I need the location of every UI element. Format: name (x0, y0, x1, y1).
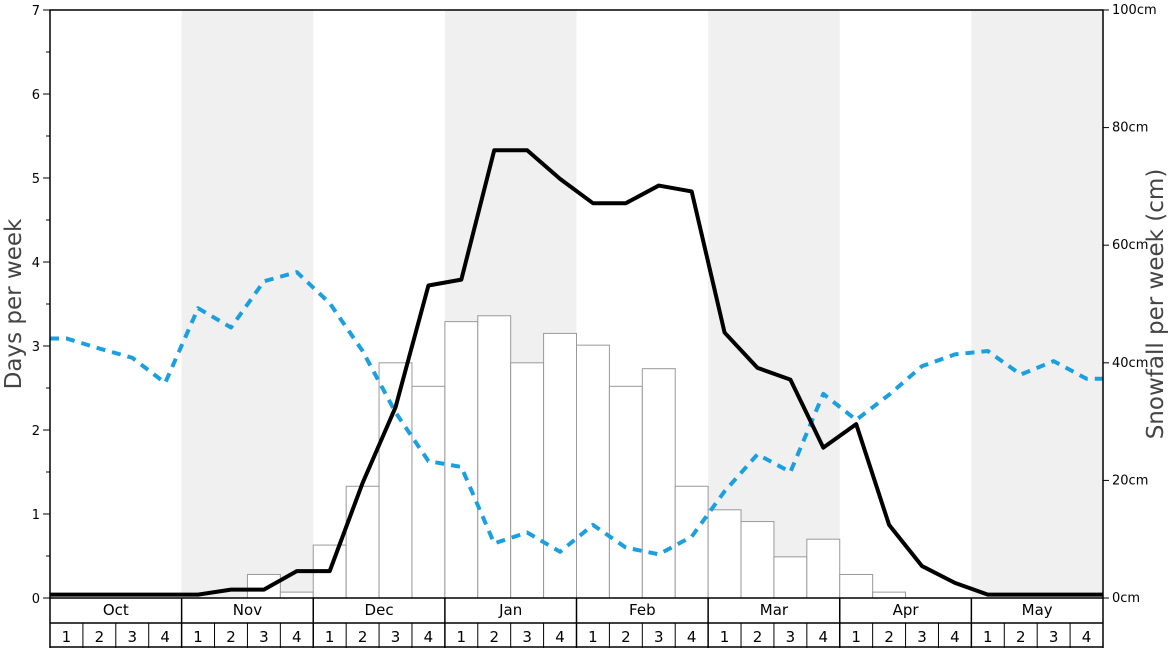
week-label: 2 (621, 628, 631, 646)
week-label: 2 (95, 628, 105, 646)
y2-tick-label: 20cm (1112, 473, 1148, 488)
y-tick-label: 4 (32, 256, 40, 271)
y-tick-label: 1 (32, 508, 40, 523)
month-label-oct: Oct (103, 601, 129, 619)
week-label: 4 (555, 628, 565, 646)
week-label: 1 (720, 628, 730, 646)
week-label: 3 (127, 628, 137, 646)
week-label: 2 (884, 628, 894, 646)
snowfall-bars (246, 315, 907, 599)
y-tick-label: 6 (32, 88, 40, 103)
snowfall-bar (444, 321, 479, 599)
snowfall-bar (641, 368, 676, 599)
y2-tick-label: 60cm (1112, 238, 1148, 253)
snowfall-bar (279, 591, 314, 599)
week-label: 2 (753, 628, 763, 646)
right-axis: 0cm 20cm 40cm 60cm 80cm 100cm (1103, 3, 1157, 606)
month-label-mar: Mar (760, 601, 789, 619)
week-label: 3 (259, 628, 269, 646)
snowfall-bar (345, 485, 380, 599)
week-label: 4 (819, 628, 829, 646)
snowfall-bar (543, 332, 577, 599)
week-label: 4 (160, 628, 170, 646)
week-label: 2 (1016, 628, 1026, 646)
snowfall-bar (773, 556, 808, 599)
week-label: 1 (983, 628, 993, 646)
week-label: 3 (391, 628, 401, 646)
month-label-jan: Jan (498, 601, 522, 619)
month-label-nov: Nov (233, 601, 262, 619)
week-label: 3 (786, 628, 796, 646)
week-label: 2 (358, 628, 368, 646)
month-band-mar (708, 10, 840, 598)
week-label: 1 (325, 628, 335, 646)
week-label: 4 (950, 628, 960, 646)
week-label: 3 (917, 628, 927, 646)
dashed-series-line (50, 270, 1103, 557)
month-band-may (971, 10, 1103, 598)
snowfall-bar (806, 538, 841, 599)
y-tick-label: 3 (32, 340, 40, 355)
snowfall-bar (872, 591, 907, 599)
week-label: 1 (851, 628, 861, 646)
y-tick-label: 7 (32, 4, 40, 19)
week-label: 1 (588, 628, 598, 646)
snowfall-bar (839, 573, 874, 599)
week-label: 1 (193, 628, 203, 646)
month-label-feb: Feb (629, 601, 656, 619)
y2-tick-label: 40cm (1112, 356, 1148, 371)
y2-tick-label: 0cm (1112, 591, 1140, 606)
snowfall-bar (246, 573, 281, 599)
y2-tick-label: 80cm (1112, 121, 1148, 136)
week-label: 4 (424, 628, 434, 646)
x-axis: Oct 1 2 3 4 Nov 1 2 3 4 Dec 1 2 3 4 Jan 1 2 3 4 Feb 1 2 3 4 Mar 1 2… (49, 598, 1104, 648)
month-label-apr: Apr (893, 601, 920, 619)
solid-series-line (50, 148, 1103, 597)
snowfall-bar (510, 362, 545, 599)
week-label: 1 (62, 628, 72, 646)
month-bands (181, 10, 1103, 598)
month-label-may: May (1022, 601, 1053, 619)
lines (50, 148, 1103, 597)
left-axis: 0 1 2 3 4 5 6 7 (32, 4, 50, 607)
week-label: 2 (489, 628, 499, 646)
snowfall-bar (411, 385, 446, 599)
week-label: 4 (687, 628, 697, 646)
month-label-dec: Dec (365, 601, 394, 619)
week-label: 3 (654, 628, 664, 646)
snowfall-bar (740, 521, 775, 599)
week-label: 2 (226, 628, 236, 646)
snowfall-bar (608, 385, 643, 599)
snowfall-bar (707, 509, 742, 599)
snowfall-bar (378, 362, 413, 599)
snowfall-bar (477, 315, 512, 599)
week-label: 4 (292, 628, 302, 646)
y2-tick-label: 100cm (1112, 3, 1157, 18)
y-tick-label: 5 (32, 172, 40, 187)
y-tick-label: 0 (32, 592, 40, 607)
week-label: 3 (522, 628, 532, 646)
snowfall-bar (576, 344, 610, 599)
week-label: 1 (457, 628, 467, 646)
week-label: 3 (1049, 628, 1059, 646)
y-tick-label: 2 (32, 424, 40, 439)
week-label: 4 (1082, 628, 1092, 646)
y2-axis-title: Snowfall per week (cm) (1143, 169, 1168, 440)
y-axis-title: Days per week (1, 218, 27, 389)
